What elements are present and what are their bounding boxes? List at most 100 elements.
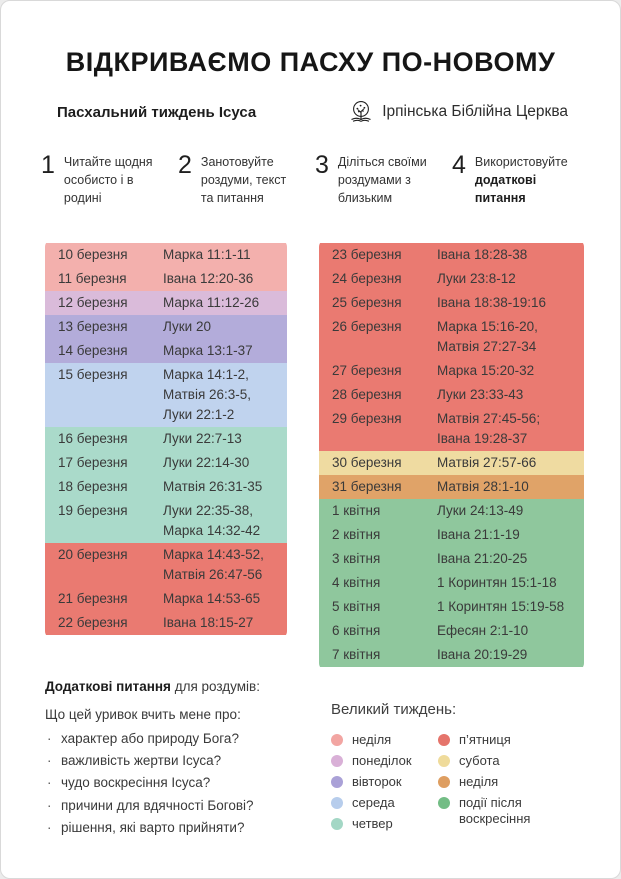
schedule-row: 1 квітня Луки 24:13-49: [319, 499, 584, 523]
schedule-reading: Луки 22:35-38, Марка 14:32-42: [163, 503, 261, 538]
schedule-date: 14 березня: [58, 343, 128, 358]
question-text: характер або природу Бога?: [61, 731, 239, 746]
schedule-row: 15 березня Марка 14:1-2, Матвія 26:3-5, Л…: [45, 363, 287, 427]
extra-questions-intro: Що цей уривок вчить мене про:: [45, 707, 241, 722]
schedule-reading: 1 Коринтян 15:19-58: [437, 599, 565, 614]
legend-color-dot-icon: [438, 755, 450, 767]
subheader: Пасхальний тиждень Ісуса Ірпінська Б: [57, 99, 568, 125]
schedule-reading: Марка 11:1-11: [163, 247, 251, 262]
step-text: Читайте щодня особисто і в родині: [63, 155, 153, 205]
schedule-row: 7 квітня Івана 20:19-29: [319, 643, 584, 667]
schedule-date: 22 березня: [58, 615, 128, 630]
legend-color-dot-icon: [331, 734, 343, 746]
schedule-reading: Луки 22:14-30: [163, 455, 250, 470]
legend-color-dot-icon: [331, 797, 343, 809]
schedule-table-april: 23 березня Івана 18:28-38 24 березня Луки 2…: [319, 239, 584, 671]
legend-label: понеділок: [352, 753, 412, 768]
extra-questions-heading-rest: для роздумів:: [170, 679, 260, 694]
step-3: 3 Діліться своїми роздумами з близьким: [315, 153, 452, 207]
schedule-reading: Луки 20: [163, 319, 211, 334]
legend-label: п’ятниця: [459, 732, 511, 747]
legend-label: четвер: [352, 816, 393, 831]
schedule-date: 19 березня: [58, 503, 128, 518]
question-item: · чудо воскресіння Ісуса?: [45, 776, 307, 790]
legend-label: події після воскресіння: [459, 795, 531, 826]
schedule-row: 10 березня Марка 11:1-11: [45, 243, 287, 267]
schedule-reading: Ефесян 2:1-10: [437, 623, 529, 638]
schedule-row: 22 березня Івана 18:15-27: [45, 611, 287, 635]
schedule-row: 28 березня Луки 23:33-43: [319, 383, 584, 407]
schedule-row: 5 квітня 1 Коринтян 15:19-58: [319, 595, 584, 619]
schedule-date: 12 березня: [58, 295, 128, 310]
schedule-reading: Луки 24:13-49: [437, 503, 524, 518]
schedule-date: 26 березня: [332, 319, 402, 334]
schedule-date: 7 квітня: [332, 647, 381, 662]
schedule-row: 31 березня Матвія 28:1-10: [319, 475, 584, 499]
holy-week-legend: Великий тиждень: неділя понеділок вівторок…: [331, 701, 593, 837]
schedule-reading: 1 Коринтян 15:1-18: [437, 575, 557, 590]
legend-item-after: події після воскресіння: [438, 795, 593, 827]
question-text: важливість жертви Ісуса?: [61, 753, 222, 769]
schedule-date: 25 березня: [332, 295, 402, 310]
legend-color-dot-icon: [438, 776, 450, 788]
schedule-row: 29 березня Матвія 27:45-56; Івана 19:28-3…: [319, 407, 584, 451]
schedule-reading: Івана 21:1-19: [437, 527, 520, 542]
bullet-icon: ·: [47, 775, 52, 791]
schedule-date: 5 квітня: [332, 599, 381, 614]
step-4: 4 Використовуйте додаткові питання: [452, 151, 589, 207]
schedule-row: 24 березня Луки 23:8-12: [319, 267, 584, 291]
schedule-reading: Матвія 28:1-10: [437, 479, 529, 494]
schedule-reading: Івана 20:19-29: [437, 647, 528, 662]
schedule-reading: Марка 14:53-65: [163, 591, 261, 606]
extra-questions-list: · характер або природу Бога? · важливість ж…: [45, 731, 307, 835]
schedule-reading: Марка 14:43-52, Матвія 26:47-56: [163, 547, 264, 582]
schedule-reading: Івана 18:15-27: [163, 615, 254, 630]
schedule-row: 14 березня Марка 13:1-37: [45, 339, 287, 363]
legend-item-saturday: субота: [438, 753, 593, 769]
schedule-reading: Матвія 26:31-35: [163, 479, 263, 494]
legend-item-sunday1: неділя: [331, 732, 438, 748]
step-text: Занотовуйте роздуми, текст та питання: [200, 155, 287, 205]
extra-questions-heading-bold: Додаткові питання: [45, 679, 171, 694]
schedule-date: 20 березня: [58, 547, 128, 562]
schedule-date: 4 квітня: [332, 575, 381, 590]
step-text: Використовуйте додаткові питання: [474, 155, 568, 205]
schedule-date: 29 березня: [332, 411, 402, 426]
step-text: Діліться своїми роздумами з близьким: [337, 155, 427, 205]
schedule-date: 3 квітня: [332, 551, 381, 566]
schedule-row: 2 квітня Івана 21:1-19: [319, 523, 584, 547]
steps-row: 1 Читайте щодня особисто і в родині 2 Занот…: [41, 151, 610, 207]
legend-color-dot-icon: [438, 734, 450, 746]
schedule-row: 4 квітня 1 Коринтян 15:1-18: [319, 571, 584, 595]
legend-column-right: п’ятниця субота неділя події після воскресі…: [438, 732, 593, 837]
schedule-row: 6 квітня Ефесян 2:1-10: [319, 619, 584, 643]
question-text: рішення, які варто прийняти?: [61, 819, 245, 835]
legend-color-dot-icon: [438, 797, 450, 809]
question-text: причини для вдячності Богові?: [61, 797, 254, 813]
schedule-reading: Луки 22:7-13: [163, 431, 242, 446]
schedule-reading: Марка 15:20-32: [437, 363, 535, 378]
schedule-reading: Івана 18:28-38: [437, 247, 528, 262]
schedule-reading: Івана 18:38-19:16: [437, 295, 547, 310]
question-item: · рішення, які варто прийняти?: [45, 819, 307, 835]
schedule-row: 18 березня Матвія 26:31-35: [45, 475, 287, 499]
schedule-date: 28 березня: [332, 387, 402, 402]
schedule-date: 6 квітня: [332, 623, 381, 638]
schedule-reading: Матвія 27:57-66: [437, 455, 537, 470]
legend-label: неділя: [352, 732, 392, 747]
schedule-date: 2 квітня: [332, 527, 381, 542]
legend-item-monday: понеділок: [331, 753, 438, 769]
step-number: 2: [178, 151, 192, 179]
legend-item-thursday: четвер: [331, 816, 438, 832]
legend-label: середа: [352, 795, 395, 810]
schedule-row: 11 березня Івана 12:20-36: [45, 267, 287, 291]
schedule-row: 20 березня Марка 14:43-52, Матвія 26:47-5…: [45, 543, 287, 587]
schedule-date: 21 березня: [58, 591, 128, 606]
schedule-reading: Марка 14:1-2, Матвія 26:3-5, Луки 22:1-2: [163, 367, 252, 422]
schedule-row: 12 березня Марка 11:12-26: [45, 291, 287, 315]
schedule-row: 3 квітня Івана 21:20-25: [319, 547, 584, 571]
step-number: 4: [452, 151, 466, 179]
legend-columns: неділя понеділок вівторок середа четвер п’ят…: [331, 732, 593, 837]
schedule-row: 19 березня Луки 22:35-38, Марка 14:32-42: [45, 499, 287, 543]
